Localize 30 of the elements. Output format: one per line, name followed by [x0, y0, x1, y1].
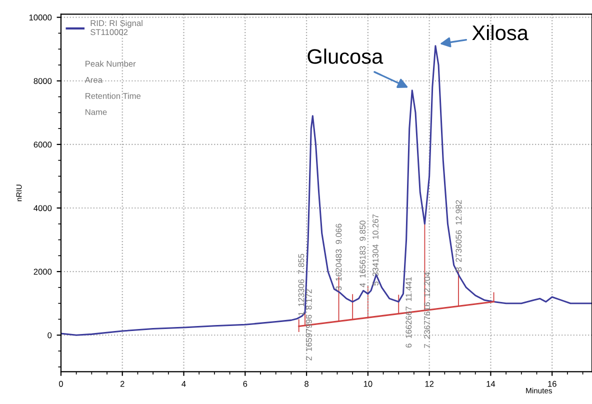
x-tick-label: 10	[364, 380, 372, 387]
y-tick-label: 8000	[34, 78, 52, 84]
x-tick-label: 16	[548, 380, 556, 387]
annotation: Xilosa	[472, 24, 528, 40]
y-tick-label: 6000	[34, 142, 52, 148]
annotation: 6 1662667 11.441	[406, 277, 412, 348]
x-tick-label: 2	[120, 380, 124, 387]
annotation: 2 16597996 8.172	[306, 289, 312, 360]
annotation: Retention Time	[86, 92, 141, 99]
x-tick-label: 8	[304, 380, 308, 387]
y-tick-label: 2000	[34, 268, 52, 275]
annotation: Area	[84, 77, 102, 83]
annotation: 5 3341304 10.267	[372, 214, 378, 286]
annotation: Glucosa	[308, 48, 384, 64]
annotation: 4 1656183 9.850	[360, 220, 366, 288]
x-tick-label: 12	[425, 380, 434, 387]
annotation: Peak Number	[86, 60, 136, 67]
x-tick-label: 4	[182, 381, 186, 387]
annotation: 3 1620483 9.066	[336, 224, 342, 290]
annotation: 1 123306 7.855	[298, 254, 304, 316]
x-tick-label: 6	[243, 380, 248, 387]
annotation: 8 2736056 12.982	[456, 200, 462, 272]
annotation: 7 23677616 12.204	[424, 272, 430, 348]
x-tick-label: 0	[58, 380, 63, 387]
y-tick-label: 10000	[29, 14, 52, 20]
x-tick-label: 14	[486, 381, 496, 387]
annotation: Name	[86, 109, 107, 116]
y-tick-label: 4000	[34, 205, 52, 212]
y-tick-label: 0	[48, 332, 52, 338]
legend-label: RID: RI Signal ST110002	[90, 20, 142, 36]
